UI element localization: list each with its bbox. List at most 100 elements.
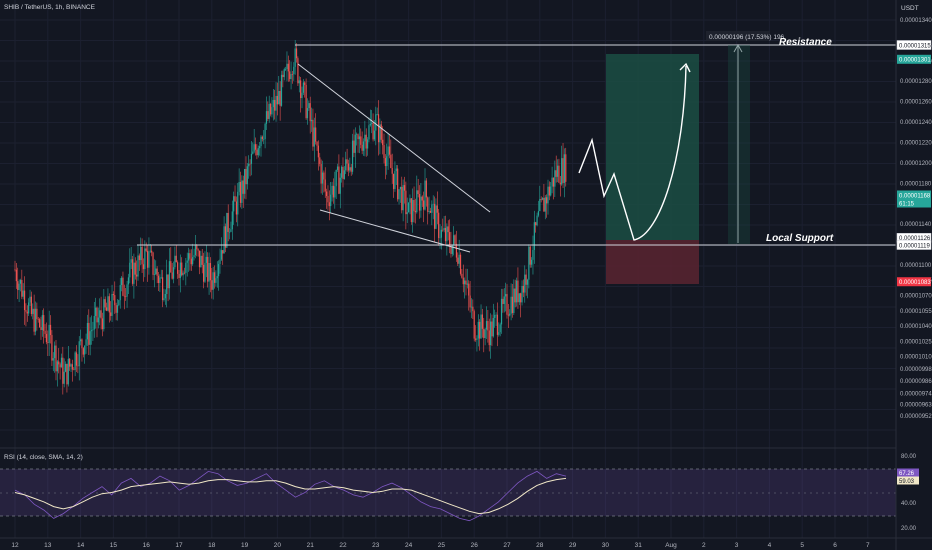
candle-body <box>298 80 300 84</box>
wedge-upper-line[interactable] <box>297 63 491 213</box>
candle-body <box>365 134 367 149</box>
candle-body <box>427 197 429 212</box>
price-badge-label: 0.00001315 <box>899 43 931 49</box>
candle-body <box>492 317 494 337</box>
candle-body <box>146 250 149 268</box>
candle-body <box>438 212 440 238</box>
candle-body <box>552 177 555 187</box>
candle-body <box>145 248 147 251</box>
candle-body <box>222 250 224 254</box>
candle-body <box>341 166 343 178</box>
candle-body <box>491 321 493 337</box>
candle-body <box>130 259 132 263</box>
candle-body <box>59 364 61 368</box>
candle-body <box>66 363 68 385</box>
candle-body <box>245 168 247 185</box>
candle-body <box>60 357 63 368</box>
candle-body <box>315 127 317 142</box>
candle-body <box>189 253 191 259</box>
candle-body <box>362 141 365 151</box>
rsi-ma-line <box>14 477 567 515</box>
candle-body <box>92 329 94 331</box>
candle-body <box>428 211 430 212</box>
candle-body <box>511 296 514 313</box>
candle-body <box>387 146 389 157</box>
candle-body <box>339 177 341 194</box>
price-tick-label: 0.00001200 <box>900 161 932 167</box>
candle-body <box>121 277 123 286</box>
candle-body <box>458 254 460 264</box>
candle-body <box>85 339 87 346</box>
candle-body <box>224 226 227 248</box>
candle-body <box>380 124 382 140</box>
wedge-lower-line[interactable] <box>319 209 471 253</box>
candle-body <box>97 317 99 323</box>
candle-body <box>55 345 57 372</box>
candle-body <box>539 198 541 212</box>
time-tick-label: 22 <box>339 542 347 549</box>
candle-body <box>397 168 399 200</box>
time-tick-label: 2 <box>702 542 706 549</box>
price-badge <box>897 277 931 287</box>
candle-body <box>254 144 257 150</box>
candle-body <box>443 227 445 231</box>
candle-body <box>223 226 225 254</box>
candle-body <box>100 310 102 319</box>
candle-body <box>193 255 195 258</box>
candle-body <box>483 328 485 339</box>
candle-body <box>249 163 251 165</box>
candle-body <box>164 293 166 299</box>
candle-body <box>156 268 158 276</box>
candle-body <box>233 196 235 212</box>
price-badge <box>896 240 932 250</box>
price-tick-label: 0.00001025 <box>900 339 932 345</box>
candle-body <box>402 185 404 211</box>
price-tick-label: 0.00001220 <box>900 140 932 146</box>
candle-body <box>555 170 557 177</box>
candle-body <box>474 338 477 340</box>
candle-body <box>47 342 49 343</box>
candle-body <box>22 290 24 297</box>
candle-body <box>86 322 89 340</box>
candle-body <box>107 296 109 311</box>
candle-body <box>309 103 311 122</box>
candle-body <box>326 191 328 197</box>
candle-body <box>185 262 187 273</box>
candle-body <box>67 358 69 385</box>
candle-body <box>18 283 20 291</box>
candle-body <box>484 329 486 339</box>
candle-body <box>305 84 307 119</box>
candle-body <box>244 168 246 194</box>
candle-body <box>312 119 314 147</box>
candle-body <box>118 300 120 306</box>
candle-body <box>155 268 157 275</box>
candle-body <box>304 82 306 85</box>
measure-arrowhead <box>733 43 743 53</box>
time-tick-label: 5 <box>800 542 804 549</box>
candle-body <box>181 262 183 276</box>
candle-body <box>34 308 37 332</box>
stop-zone[interactable] <box>606 240 699 284</box>
candle-body <box>316 141 318 146</box>
target-zone[interactable] <box>606 54 699 240</box>
candle-body <box>62 357 64 384</box>
measure-label: 0.00000196 (17.53%) 196 <box>709 34 785 41</box>
candle-body <box>90 330 93 332</box>
candle-body <box>21 279 23 297</box>
candle-body <box>201 255 203 265</box>
candle-body <box>138 255 140 261</box>
candle-body <box>274 99 276 111</box>
candle-body <box>149 250 151 252</box>
candle-body <box>535 222 537 226</box>
candle-body <box>507 314 509 316</box>
candle-body <box>343 170 345 179</box>
candle-body <box>123 295 125 297</box>
candle-body <box>282 74 284 78</box>
candle-body <box>408 202 410 213</box>
time-tick-label: 16 <box>143 542 151 549</box>
candle-body <box>219 259 221 265</box>
projection-path[interactable] <box>578 65 687 241</box>
time-tick-label: 3 <box>735 542 739 549</box>
time-axis[interactable]: 12 13 14 15 16 17 18 19 20 21 22 23 24 25 26 27 28 29 30 31… <box>11 542 870 549</box>
